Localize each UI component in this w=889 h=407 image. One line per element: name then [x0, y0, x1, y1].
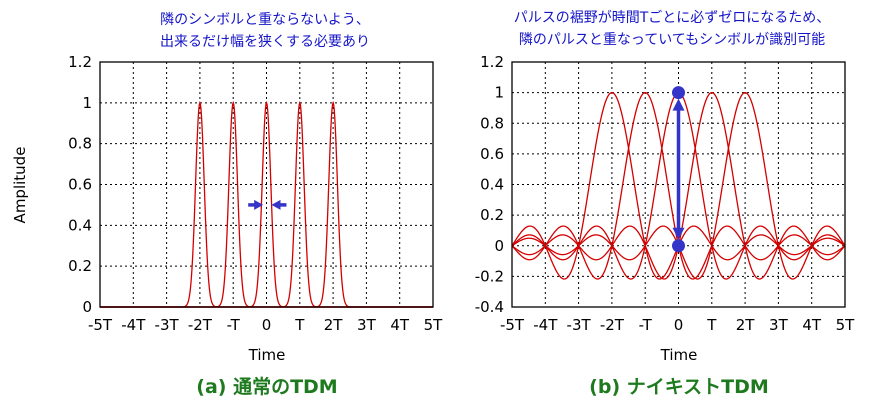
- x-tick-label: 3T: [357, 316, 377, 334]
- y-tick-labels-right: -0.4 -0.2 0 0.2 0.4 0.6 0.8 1 1.2: [475, 53, 504, 316]
- annotation-line-1: 隣のシンボルと重ならないよう、: [160, 12, 370, 28]
- y-axis-title: Amplitude: [11, 147, 29, 224]
- y-tick-label: 0: [82, 298, 92, 316]
- sampling-arrowhead-up: [672, 98, 685, 111]
- y-tick-labels-left: 0 0.2 0.4 0.6 0.8 1 1.2: [68, 53, 92, 316]
- y-tick-label: 1.2: [480, 53, 504, 71]
- caption-left: (a) 通常のTDM: [196, 375, 337, 398]
- x-axis-title-left: Time: [248, 346, 286, 364]
- squeeze-arrowhead-right: [254, 199, 264, 210]
- plot-frame-left: [99, 61, 434, 308]
- plot-frame-right: [511, 61, 846, 308]
- x-tick-label: -5T: [500, 316, 525, 334]
- x-tick-labels-left: -5T -4T -3T -2T -T 0 T 2T 3T 4T 5T: [88, 316, 443, 334]
- squeeze-arrows: [248, 199, 287, 210]
- y-tick-label: 0: [494, 237, 504, 255]
- caption-right: (b) ナイキストTDM: [589, 376, 769, 398]
- y-tick-label: 0.8: [68, 135, 92, 153]
- x-tick-label: -4T: [533, 316, 558, 334]
- grid-left: [100, 62, 433, 307]
- x-tick-label: 0: [262, 316, 272, 334]
- x-axis-title-right: Time: [660, 346, 698, 364]
- x-tick-labels-right: -5T -4T -3T -2T -T 0 T 2T 3T 4T 5T: [500, 316, 855, 334]
- sample-point-peak: [672, 86, 685, 100]
- y-tick-label: 0.4: [68, 216, 92, 234]
- squeeze-arrowhead-left: [271, 199, 281, 210]
- y-tick-label: -0.2: [475, 267, 504, 285]
- x-tick-label: 5T: [424, 316, 444, 334]
- panel-conventional-tdm: 隣のシンボルと重ならないよう、 出来るだけ幅を狭くする必要あり 00.20.40…: [11, 12, 443, 398]
- sampling-marker: [672, 86, 685, 253]
- x-tick-label: -T: [227, 316, 241, 334]
- y-tick-label: 0.4: [480, 176, 504, 194]
- annotation-line-2: 隣のパルスと重なっていてもシンボルが識別可能: [519, 32, 825, 48]
- y-tick-label: -0.4: [475, 298, 504, 316]
- y-tick-label: 1: [494, 84, 504, 102]
- x-tick-label: 2T: [324, 316, 344, 334]
- x-tick-label: -T: [639, 316, 653, 334]
- y-tick-label: 0.2: [480, 206, 504, 224]
- annotation-line-1: パルスの裾野が時間Tごとに必ずゼロになるため、: [514, 10, 831, 26]
- y-tick-label: 0.6: [68, 176, 92, 194]
- x-tick-label: 3T: [769, 316, 789, 334]
- x-tick-label: 4T: [390, 316, 410, 334]
- annotation-line-2: 出来るだけ幅を狭くする必要あり: [160, 34, 370, 50]
- x-tick-label: 5T: [836, 316, 856, 334]
- x-tick-label: -4T: [121, 316, 146, 334]
- x-tick-label: -2T: [188, 316, 213, 334]
- sampling-arrowhead-down: [672, 227, 685, 240]
- x-tick-label: 2T: [736, 316, 756, 334]
- sample-point-zero: [672, 239, 685, 253]
- panel-nyquist-tdm: パルスの裾野が時間Tごとに必ずゼロになるため、 隣のパルスと重なっていてもシンボ…: [475, 10, 855, 398]
- x-tick-label: -3T: [155, 316, 180, 334]
- y-tick-label: 0.2: [68, 257, 92, 275]
- x-tick-label: 0: [674, 316, 684, 334]
- x-tick-label: -2T: [600, 316, 625, 334]
- x-tick-label: -3T: [567, 316, 592, 334]
- x-tick-label: T: [706, 316, 717, 334]
- x-tick-label: T: [294, 316, 305, 334]
- y-tick-label: 1.2: [68, 53, 92, 71]
- x-tick-label: -5T: [88, 316, 113, 334]
- y-tick-label: 1: [82, 94, 92, 112]
- y-tick-label: 0.8: [480, 114, 504, 132]
- y-tick-label: 0.6: [480, 145, 504, 163]
- x-tick-label: 4T: [802, 316, 822, 334]
